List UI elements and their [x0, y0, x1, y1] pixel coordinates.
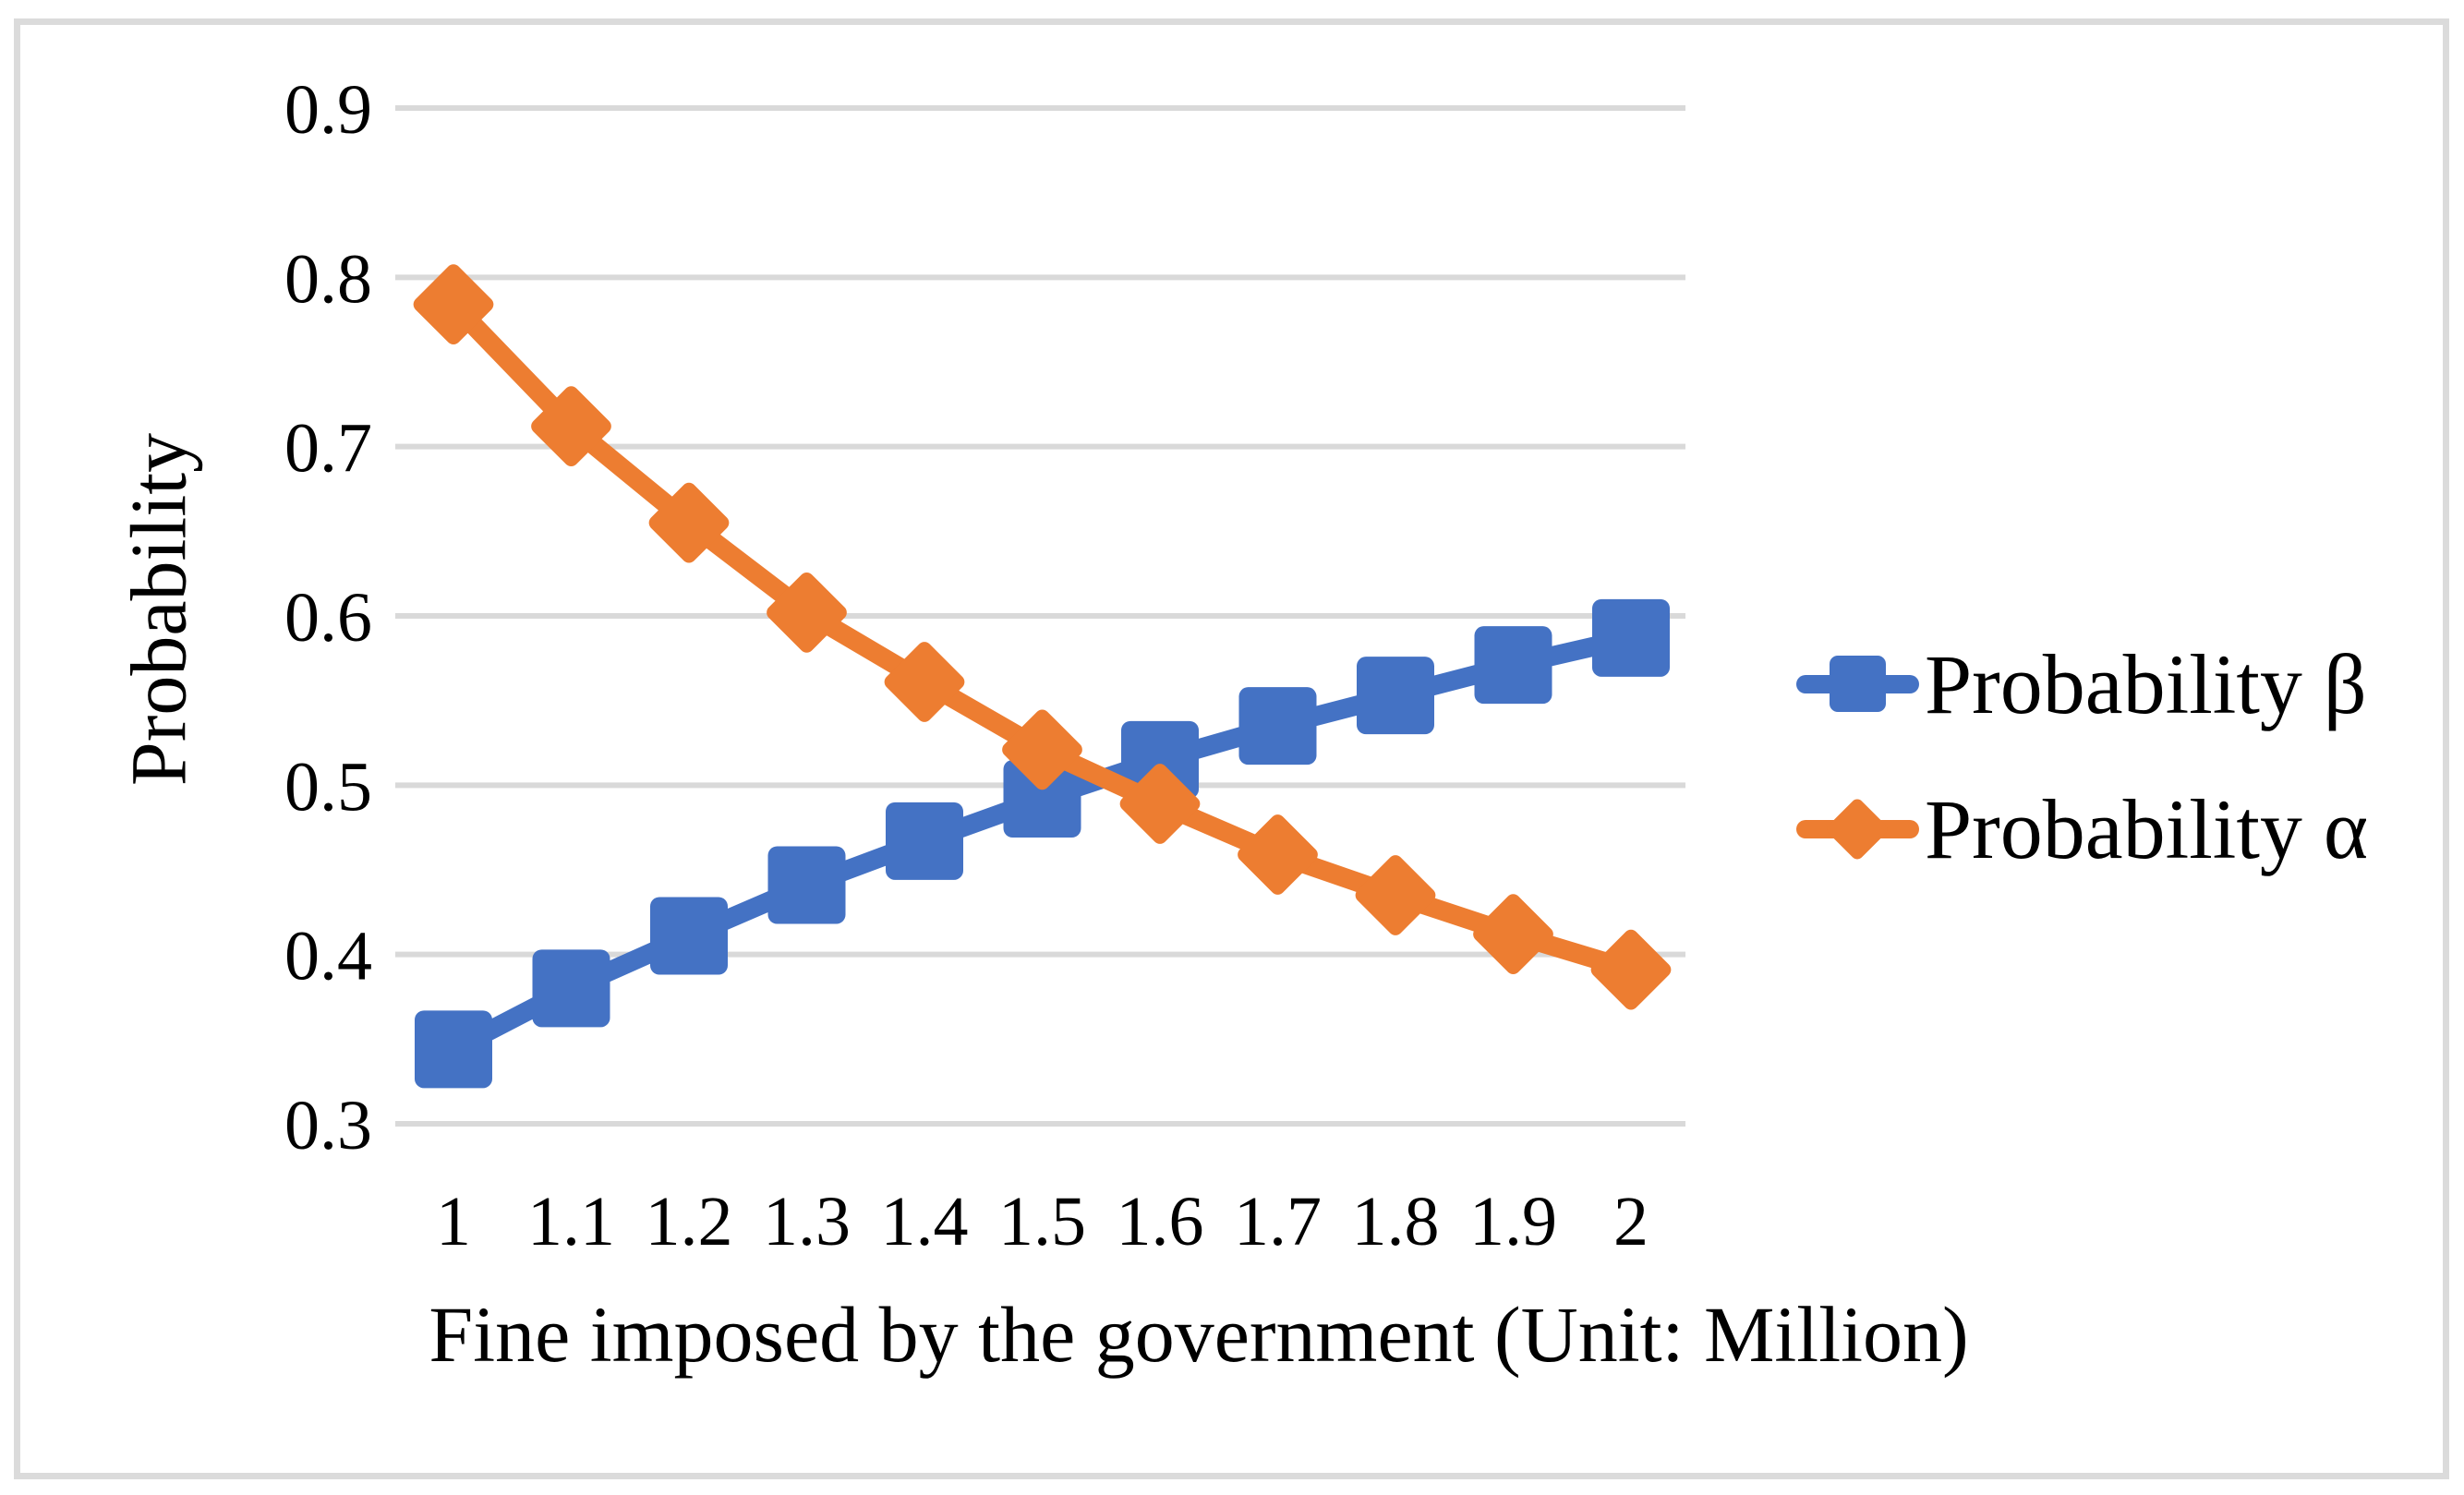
x-tick-label: 1.8	[1352, 1183, 1440, 1260]
x-tick-label: 1.3	[763, 1183, 851, 1260]
data-point-diamond-marker	[531, 386, 611, 467]
data-point-diamond-marker	[1002, 709, 1082, 790]
x-tick-label: 1.7	[1234, 1183, 1322, 1260]
x-tick-label: 1	[436, 1183, 471, 1260]
data-point-diamond-marker	[413, 264, 494, 345]
legend-entry-beta: Probability β	[1796, 629, 2368, 740]
series-line-square	[443, 628, 1641, 1059]
x-tick-label: 1.1	[527, 1183, 615, 1260]
diamond-marker-icon	[1824, 796, 1890, 862]
y-tick-label: 0.4	[284, 918, 372, 995]
x-axis-title: Fine imposed by the government (Unit: Mi…	[429, 1290, 1969, 1379]
chart-legend: Probability β Probability α	[1796, 629, 2368, 885]
data-point-diamond-marker	[767, 572, 847, 653]
legend-label-alpha: Probability α	[1925, 782, 2369, 876]
data-point-square-marker	[1474, 626, 1552, 705]
data-point-square-marker	[767, 846, 846, 924]
legend-label-beta: Probability β	[1925, 637, 2367, 731]
data-point-square-marker	[886, 802, 963, 880]
data-point-diamond-marker	[1590, 929, 1672, 1010]
data-point-diamond-marker	[648, 482, 730, 563]
data-point-square-marker	[532, 949, 610, 1028]
x-tick-label: 1.2	[646, 1183, 733, 1260]
data-point-diamond-marker	[1238, 814, 1318, 895]
x-tick-label: 1.9	[1469, 1183, 1557, 1260]
y-tick-label: 0.8	[284, 240, 372, 318]
legend-swatch-beta	[1796, 629, 1919, 740]
x-tick-label: 2	[1613, 1183, 1649, 1260]
y-tick-label: 0.7	[284, 410, 372, 488]
data-point-square-marker	[1003, 760, 1081, 838]
y-tick-label: 0.5	[284, 748, 372, 826]
data-point-diamond-marker	[884, 642, 965, 722]
data-point-square-marker	[1238, 687, 1317, 766]
data-point-square-marker	[1121, 720, 1199, 799]
square-marker-icon	[1830, 656, 1886, 712]
x-tick-label: 1.5	[998, 1183, 1086, 1260]
legend-entry-alpha: Probability α	[1796, 774, 2368, 885]
y-tick-label: 0.3	[284, 1087, 372, 1164]
y-tick-label: 0.6	[284, 579, 372, 657]
y-axis-title: Probability	[114, 432, 203, 787]
series-line-diamond	[443, 295, 1641, 980]
x-tick-label: 1.4	[881, 1183, 969, 1260]
x-tick-label: 1.6	[1117, 1183, 1204, 1260]
data-point-square-marker	[650, 897, 728, 975]
data-point-square-marker	[415, 1010, 492, 1089]
data-point-diamond-marker	[1119, 764, 1201, 844]
legend-swatch-alpha	[1796, 774, 1919, 885]
y-tick-label: 0.9	[284, 71, 372, 149]
data-point-diamond-marker	[1355, 855, 1436, 935]
data-point-square-marker	[1357, 657, 1434, 735]
data-point-diamond-marker	[1473, 894, 1553, 975]
data-point-square-marker	[1592, 598, 1670, 677]
